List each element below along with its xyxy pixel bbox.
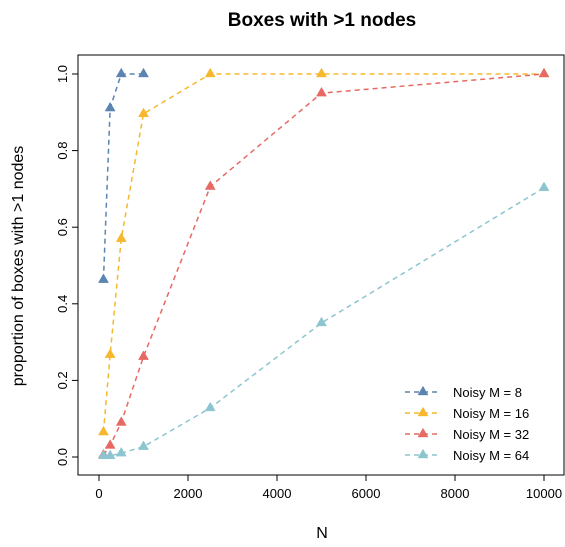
x-tick-label: 0 [95, 486, 102, 501]
x-tick-label: 8000 [441, 486, 470, 501]
y-tick-label: 1.0 [55, 65, 70, 83]
x-tick-label: 10000 [526, 486, 562, 501]
data-point [138, 440, 149, 450]
legend-marker [417, 427, 429, 438]
data-point [104, 439, 116, 449]
y-tick-label: 0.8 [55, 142, 70, 160]
data-point [316, 86, 327, 97]
legend-label: Noisy M = 8 [453, 385, 522, 400]
x-tick-label: 6000 [352, 486, 381, 501]
y-tick-label: 0.4 [55, 295, 70, 313]
legend-label: Noisy M = 32 [453, 427, 529, 442]
data-point [98, 425, 109, 436]
y-tick-label: 0.2 [55, 371, 70, 389]
series-line [102, 73, 144, 280]
data-point [138, 107, 149, 118]
data-point [538, 67, 550, 78]
data-point [138, 350, 149, 360]
data-point [115, 446, 127, 457]
data-point [538, 181, 550, 191]
y-tick-label: 0.0 [55, 448, 70, 466]
data-point [104, 449, 116, 460]
legend-label: Noisy M = 16 [453, 406, 529, 421]
legend-marker [417, 406, 429, 417]
plot-area: 0 2000 4000 6000 8000 10000 0.0 0.2 0.4 0.6 0.8 1.0… [55, 54, 565, 501]
y-axis-label: proportion of boxes with >1 nodes [10, 146, 27, 387]
legend-marker [417, 385, 429, 396]
y-tick-label: 0.6 [55, 218, 70, 236]
data-point [316, 67, 327, 78]
series-line [102, 73, 544, 433]
data-point [115, 232, 127, 242]
data-point [316, 316, 327, 327]
data-point [138, 67, 149, 78]
chart-title: Boxes with >1 nodes [228, 10, 416, 31]
legend-label: Noisy M = 64 [453, 448, 529, 463]
data-point [98, 273, 109, 283]
x-tick-label: 4000 [263, 486, 292, 501]
x-tick-label: 2000 [174, 486, 203, 501]
data-point [115, 416, 127, 426]
data-point [204, 401, 216, 412]
data-point [115, 67, 127, 78]
data-point [204, 180, 216, 190]
data-point [104, 348, 116, 358]
data-point [204, 67, 216, 78]
data-point [104, 101, 116, 112]
x-axis-label: N [316, 525, 328, 542]
data-point [98, 449, 109, 460]
legend-marker [417, 448, 429, 459]
